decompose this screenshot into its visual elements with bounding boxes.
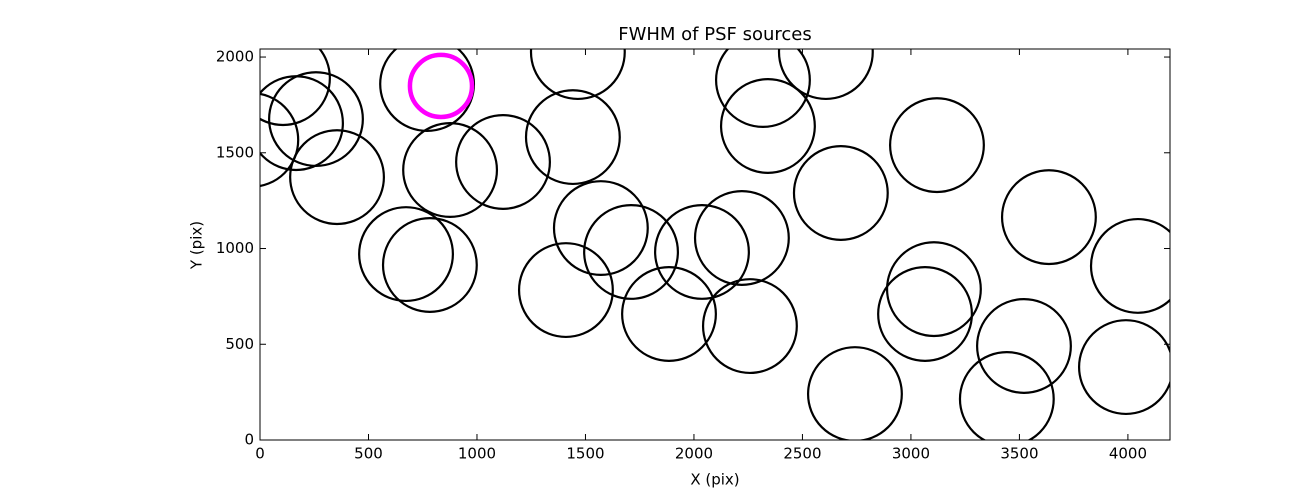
plot-frame: [259, 48, 1171, 441]
source-circle: [777, 49, 874, 101]
source-circle: [381, 217, 478, 313]
source-circle: [529, 49, 626, 101]
source-circle: [358, 206, 454, 303]
y-tick-label: 2000: [216, 48, 254, 66]
x-tick-label: 3000: [892, 445, 930, 463]
plot-area: [260, 49, 1170, 440]
source-circle: [885, 241, 982, 338]
source-circle: [701, 278, 798, 375]
source-circle: [792, 145, 889, 241]
y-tick-label: 500: [225, 335, 254, 353]
x-tick-label: 2500: [783, 445, 821, 463]
y-axis-label: Y (pix): [188, 221, 206, 270]
source-circle: [517, 242, 614, 339]
source-circle: [260, 49, 331, 127]
source-circle: [1000, 169, 1097, 266]
source-circle: [524, 89, 621, 186]
marks: [260, 49, 1170, 440]
source-circle: [402, 122, 499, 218]
y-tick-label: 0: [244, 431, 254, 449]
source-circle: [1078, 319, 1170, 415]
x-tick-label: 2000: [675, 445, 713, 463]
x-tick-label: 500: [354, 445, 383, 463]
x-tick-label: 3500: [1000, 445, 1038, 463]
chart-title: FWHM of PSF sources: [618, 24, 812, 45]
source-circle: [958, 351, 1055, 440]
source-circle: [1089, 217, 1170, 314]
source-circle: [976, 298, 1072, 394]
source-circle: [552, 180, 649, 276]
x-tick-label: 1000: [458, 445, 496, 463]
source-circle: [260, 92, 300, 188]
source-circle: [289, 129, 385, 226]
source-circle: [719, 78, 816, 174]
source-circle: [889, 97, 985, 194]
source-circle: [693, 190, 790, 286]
x-tick-label: 4000: [1109, 445, 1147, 463]
source-circle: [806, 346, 903, 440]
source-circle: [260, 75, 344, 172]
x-axis-label: X (pix): [690, 471, 739, 489]
x-tick-label: 0: [255, 445, 265, 463]
y-tick-label: 1500: [216, 143, 254, 161]
source-circle: [583, 204, 679, 300]
y-tick-label: 1000: [216, 239, 254, 257]
source-circle: [714, 49, 811, 128]
source-circle: [877, 266, 974, 362]
x-tick-label: 1500: [566, 445, 604, 463]
source-circle: [621, 266, 717, 362]
source-circle: [407, 52, 475, 120]
source-circle: [455, 114, 551, 210]
source-circle: [654, 204, 750, 300]
